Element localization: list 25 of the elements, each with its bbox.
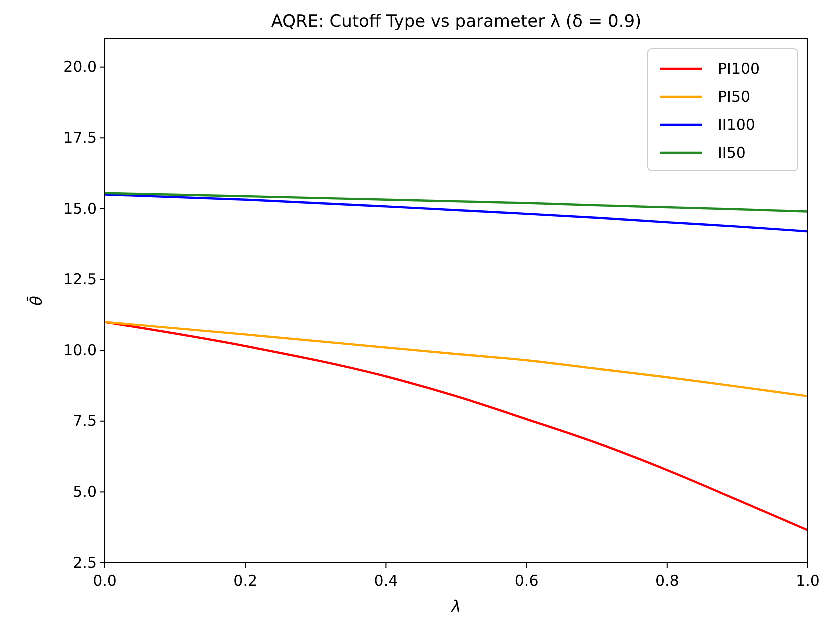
y-tick-label: 2.5 — [73, 554, 97, 572]
legend-label: II100 — [718, 116, 756, 134]
x-tick-label: 0.2 — [234, 572, 258, 590]
chart-title: AQRE: Cutoff Type vs parameter λ (δ = 0.9) — [271, 12, 642, 32]
x-tick-label: 0.8 — [655, 572, 680, 590]
legend-label: PI100 — [718, 60, 760, 78]
y-tick-label: 7.5 — [73, 412, 97, 430]
y-tick-label: 17.5 — [64, 128, 97, 147]
y-tick-label: 15.0 — [64, 200, 97, 218]
y-tick-label: 20.0 — [64, 58, 97, 76]
line-series — [105, 321, 808, 398]
x-tick-label: 0.0 — [93, 572, 117, 590]
x-axis-title: λ — [450, 597, 462, 616]
line-series — [105, 321, 808, 532]
x-tick-label: 1.0 — [796, 572, 820, 590]
line-series — [105, 192, 808, 213]
y-tick-label: 10.0 — [64, 341, 97, 360]
legend-label: II50 — [718, 144, 746, 162]
x-tick-label: 0.4 — [374, 572, 398, 590]
line-series — [105, 194, 808, 233]
y-tick-label: 12.5 — [64, 270, 97, 289]
y-axis-title: θ̄ — [27, 296, 46, 306]
legend-label: PI50 — [718, 88, 751, 106]
y-tick-label: 5.0 — [73, 482, 97, 501]
x-tick-label: 0.6 — [514, 572, 539, 590]
